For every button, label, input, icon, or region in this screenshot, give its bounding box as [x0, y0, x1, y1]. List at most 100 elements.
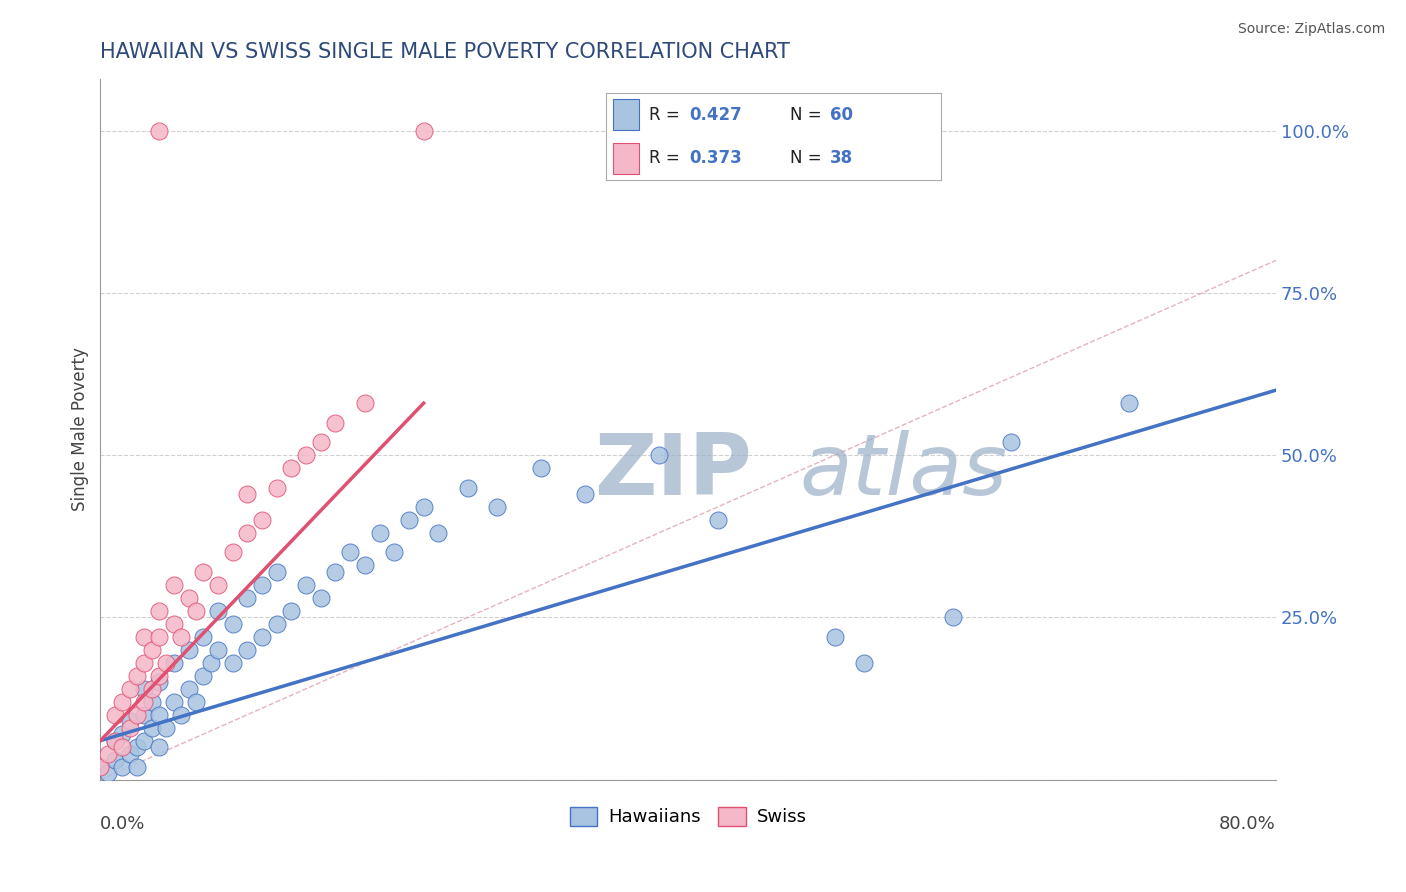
- Point: [325, 416, 347, 430]
- Point: [134, 656, 156, 670]
- Point: [177, 642, 200, 657]
- Point: [163, 695, 186, 709]
- Point: [325, 565, 347, 579]
- Point: [368, 525, 391, 540]
- Point: [111, 727, 134, 741]
- Point: [111, 759, 134, 773]
- Point: [853, 656, 876, 670]
- Point: [184, 604, 207, 618]
- Y-axis label: Single Male Poverty: Single Male Poverty: [72, 347, 89, 511]
- Point: [134, 707, 156, 722]
- Point: [104, 753, 127, 767]
- Point: [148, 707, 170, 722]
- Point: [184, 695, 207, 709]
- Point: [155, 721, 177, 735]
- Point: [118, 714, 141, 729]
- Text: HAWAIIAN VS SWISS SINGLE MALE POVERTY CORRELATION CHART: HAWAIIAN VS SWISS SINGLE MALE POVERTY CO…: [100, 42, 790, 62]
- Point: [170, 630, 193, 644]
- Point: [111, 695, 134, 709]
- Point: [339, 545, 361, 559]
- Point: [148, 604, 170, 618]
- Point: [382, 545, 405, 559]
- Point: [193, 630, 215, 644]
- Point: [1118, 396, 1140, 410]
- Point: [148, 630, 170, 644]
- Point: [309, 591, 332, 605]
- Point: [193, 669, 215, 683]
- Point: [148, 675, 170, 690]
- Point: [193, 565, 215, 579]
- Point: [104, 707, 127, 722]
- Point: [221, 545, 243, 559]
- Point: [207, 642, 229, 657]
- Point: [354, 396, 377, 410]
- Point: [111, 740, 134, 755]
- Point: [236, 487, 259, 501]
- Text: atlas: atlas: [800, 430, 1008, 513]
- Point: [236, 525, 259, 540]
- Point: [104, 733, 127, 747]
- Point: [280, 461, 302, 475]
- Point: [942, 610, 965, 624]
- Point: [398, 513, 420, 527]
- Point: [134, 695, 156, 709]
- Point: [148, 669, 170, 683]
- Point: [309, 435, 332, 450]
- Point: [141, 695, 163, 709]
- Point: [89, 759, 111, 773]
- Point: [134, 733, 156, 747]
- Point: [207, 578, 229, 592]
- Point: [250, 630, 273, 644]
- Point: [266, 481, 288, 495]
- Point: [127, 707, 149, 722]
- Text: 80.0%: 80.0%: [1219, 814, 1277, 832]
- Point: [236, 642, 259, 657]
- Text: Source: ZipAtlas.com: Source: ZipAtlas.com: [1237, 22, 1385, 37]
- Point: [170, 707, 193, 722]
- Point: [141, 642, 163, 657]
- Text: 0.0%: 0.0%: [100, 814, 146, 832]
- Point: [200, 656, 222, 670]
- Point: [486, 500, 509, 514]
- Point: [177, 681, 200, 696]
- Text: ZIP: ZIP: [595, 430, 752, 513]
- Point: [148, 740, 170, 755]
- Point: [530, 461, 553, 475]
- Point: [155, 656, 177, 670]
- Point: [118, 681, 141, 696]
- Point: [648, 448, 671, 462]
- Point: [163, 656, 186, 670]
- Point: [221, 656, 243, 670]
- Point: [236, 591, 259, 605]
- Point: [163, 616, 186, 631]
- Point: [295, 578, 318, 592]
- Point: [127, 669, 149, 683]
- Point: [118, 721, 141, 735]
- Point: [412, 123, 434, 137]
- Point: [97, 747, 120, 761]
- Point: [104, 733, 127, 747]
- Point: [163, 578, 186, 592]
- Point: [280, 604, 302, 618]
- Point: [250, 578, 273, 592]
- Point: [574, 487, 596, 501]
- Point: [127, 740, 149, 755]
- Point: [141, 681, 163, 696]
- Legend: Hawaiians, Swiss: Hawaiians, Swiss: [562, 800, 814, 834]
- Point: [177, 591, 200, 605]
- Point: [221, 616, 243, 631]
- Point: [97, 766, 120, 780]
- Point: [127, 759, 149, 773]
- Point: [266, 565, 288, 579]
- Point: [706, 513, 728, 527]
- Point: [427, 525, 450, 540]
- Point: [457, 481, 479, 495]
- Point: [354, 558, 377, 573]
- Point: [412, 500, 434, 514]
- Point: [141, 721, 163, 735]
- Point: [266, 616, 288, 631]
- Point: [148, 123, 170, 137]
- Point: [118, 747, 141, 761]
- Point: [207, 604, 229, 618]
- Point: [134, 681, 156, 696]
